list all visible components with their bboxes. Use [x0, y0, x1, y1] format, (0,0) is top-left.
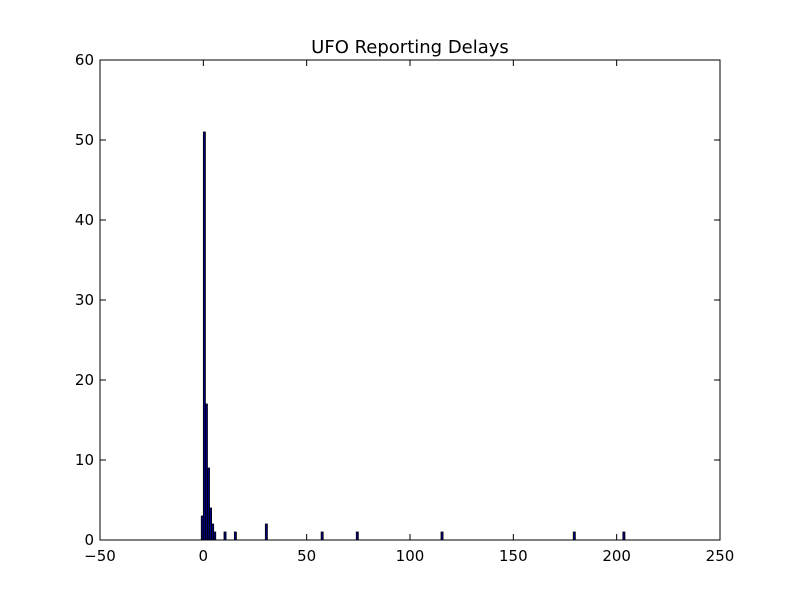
y-tick-label: 10	[75, 451, 94, 469]
plot-area	[100, 60, 720, 540]
histogram-bar	[213, 531, 217, 541]
histogram-bar	[233, 531, 237, 541]
histogram-bar	[440, 531, 444, 541]
histogram-bar	[572, 531, 576, 541]
y-tick-label: 20	[75, 371, 94, 389]
histogram-bar	[223, 531, 227, 541]
x-tick-label: 50	[297, 547, 316, 565]
y-tick-label: 30	[75, 291, 94, 309]
histogram-bar	[355, 531, 359, 541]
x-tick-label: 100	[396, 547, 425, 565]
histogram-bar	[264, 523, 268, 541]
x-tick-label: 0	[199, 547, 209, 565]
chart-title: UFO Reporting Delays	[311, 37, 509, 58]
x-tick-label: 150	[499, 547, 528, 565]
plot-frame	[99, 59, 721, 541]
y-tick-label: 60	[75, 51, 94, 69]
y-tick-label: 50	[75, 131, 94, 149]
x-tick-label: −50	[84, 547, 116, 565]
histogram-bar	[320, 531, 324, 541]
y-tick-label: 0	[84, 531, 94, 549]
y-tick-label: 40	[75, 211, 94, 229]
x-tick-label: 250	[706, 547, 735, 565]
x-tick-label: 200	[602, 547, 631, 565]
histogram-bar	[622, 531, 626, 541]
